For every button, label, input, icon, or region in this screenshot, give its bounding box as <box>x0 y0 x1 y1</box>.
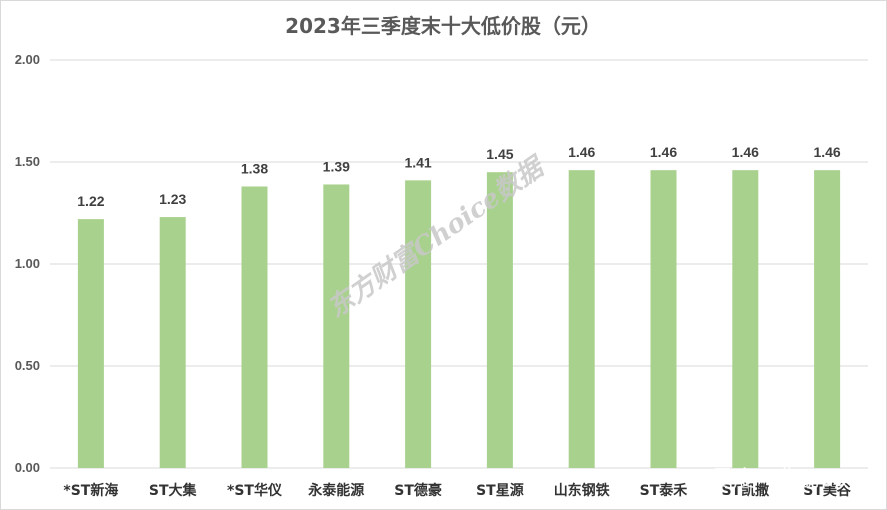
data-label: 1.46 <box>568 144 595 160</box>
bar <box>568 170 595 468</box>
bar <box>323 184 350 468</box>
y-tick-label: 2.00 <box>15 52 40 67</box>
source-watermark: 东方财富Choice数据 <box>322 151 552 324</box>
y-tick-label: 0.00 <box>15 460 40 475</box>
chart-title: 2023年三季度末十大低价股（元） <box>285 14 601 38</box>
data-label: 1.22 <box>77 193 104 209</box>
data-label: 1.46 <box>650 144 677 160</box>
x-tick-label: *ST华仪 <box>227 482 283 499</box>
data-label: 1.38 <box>241 160 268 176</box>
data-label: 1.23 <box>159 191 186 207</box>
x-tick-label: ST凯撒 <box>721 482 770 499</box>
bar <box>650 170 677 468</box>
bar <box>241 186 268 469</box>
x-axis-ticks: *ST新海 ST大集 *ST华仪 永泰能源 ST德豪 ST星源 山东钢铁 ST泰禾 ST凯撒 ST… <box>63 482 851 499</box>
bar <box>814 170 841 468</box>
x-tick-label: ST大集 <box>149 482 198 499</box>
x-tick-label: 山东钢铁 <box>554 482 610 499</box>
x-tick-label: ST星源 <box>476 482 524 499</box>
data-label: 1.46 <box>813 144 840 160</box>
x-tick-label: ST泰禾 <box>640 482 688 499</box>
gridlines <box>50 59 868 469</box>
y-axis-ticks: 0.00 0.50 1.00 1.50 2.00 <box>15 52 40 475</box>
y-tick-label: 1.00 <box>15 256 40 271</box>
x-tick-label: *ST新海 <box>63 482 118 499</box>
bar <box>77 219 104 468</box>
x-tick-label: ST德豪 <box>394 482 442 499</box>
y-tick-label: 1.50 <box>15 154 40 169</box>
x-tick-label: 永泰能源 <box>307 482 364 499</box>
data-label: 1.45 <box>486 146 513 162</box>
bar <box>732 170 759 468</box>
author-watermark: 尽度 · 典朋1988 <box>711 467 876 492</box>
data-label: 1.41 <box>404 154 431 170</box>
bar <box>159 217 186 468</box>
bar <box>486 172 513 468</box>
bar <box>405 180 432 469</box>
data-label: 1.46 <box>732 144 759 160</box>
data-labels: 1.22 1.23 1.38 1.39 1.41 1.45 1.46 1.46 1.46 1.46 <box>77 144 841 209</box>
data-label: 1.39 <box>323 158 350 174</box>
bars <box>77 170 841 469</box>
y-tick-label: 0.50 <box>15 358 40 373</box>
x-tick-label: ST美谷 <box>803 482 852 499</box>
